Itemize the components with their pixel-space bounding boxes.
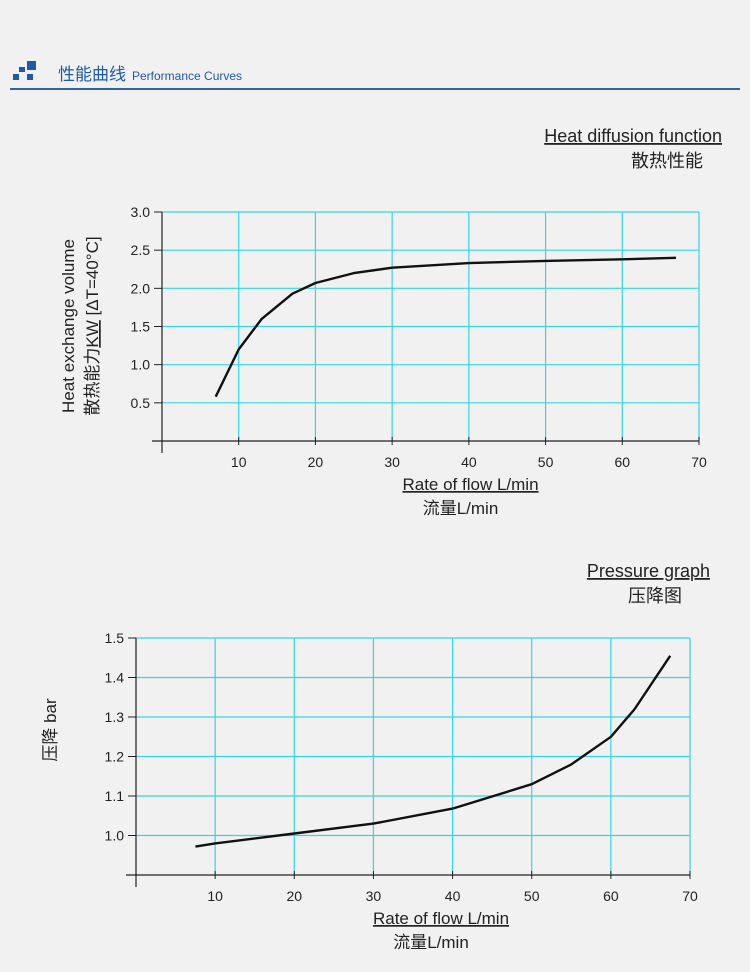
x-tick-label: 50 (538, 454, 554, 470)
y-tick-label: 1.0 (131, 357, 151, 373)
y-tick-label: 1.4 (105, 670, 125, 686)
y-label-part: 散热能力 (83, 348, 102, 416)
data-line (214, 256, 677, 398)
section-title: 性能曲线 Performance Curves (58, 60, 242, 85)
x-tick-label: 60 (614, 454, 630, 470)
y-tick-label: 1.2 (105, 749, 125, 765)
x-axis-label: Rate of flow L/min (402, 475, 538, 494)
y-tick-label: 1.1 (105, 788, 125, 804)
x-axis-label-cn: 流量L/min (423, 499, 499, 518)
y-tick-label: 3.0 (131, 204, 151, 220)
x-tick-label: 70 (682, 888, 698, 904)
x-tick-label: 50 (524, 888, 540, 904)
y-tick-label: 2.5 (131, 242, 151, 258)
y-axis-label-en: Heat exchange volume (59, 239, 78, 413)
data-line (195, 655, 672, 848)
y-tick-label: 1.0 (105, 828, 125, 844)
x-tick-label: 70 (691, 454, 707, 470)
title-cn: 性能曲线 (58, 65, 126, 84)
y-label-part: [ΔT=40°C] (83, 236, 102, 320)
y-tick-label: 1.5 (131, 319, 151, 335)
y-tick-label: 1.3 (105, 709, 125, 725)
logo-squares-icon (13, 61, 41, 81)
chart-subtitle: 压降图 (628, 586, 682, 606)
x-tick-label: 60 (603, 888, 619, 904)
x-tick-label: 40 (461, 454, 477, 470)
title-en: Performance Curves (132, 69, 243, 83)
y-axis-label-cn: 散热能力KW [ΔT=40°C] (83, 236, 102, 415)
y-tick-label: 1.5 (105, 630, 125, 646)
y-label-part: KW (83, 320, 102, 347)
y-tick-label: 2.0 (131, 280, 151, 296)
chart-title: Pressure graph (587, 561, 710, 581)
chart-subtitle: 散热性能 (631, 151, 703, 171)
y-tick-label: 0.5 (131, 395, 151, 411)
x-tick-label: 40 (445, 888, 461, 904)
y-axis-label: 压降 bar (41, 698, 60, 762)
section-header: 性能曲线 Performance Curves (10, 58, 740, 90)
x-tick-label: 30 (384, 454, 400, 470)
x-axis-label-cn: 流量L/min (393, 933, 469, 952)
x-tick-label: 10 (207, 888, 223, 904)
x-axis-label: Rate of flow L/min (373, 909, 509, 928)
x-tick-label: 10 (231, 454, 247, 470)
x-tick-label: 30 (366, 888, 382, 904)
x-tick-label: 20 (308, 454, 324, 470)
chart-title: Heat diffusion function (544, 126, 722, 146)
x-tick-label: 20 (286, 888, 302, 904)
